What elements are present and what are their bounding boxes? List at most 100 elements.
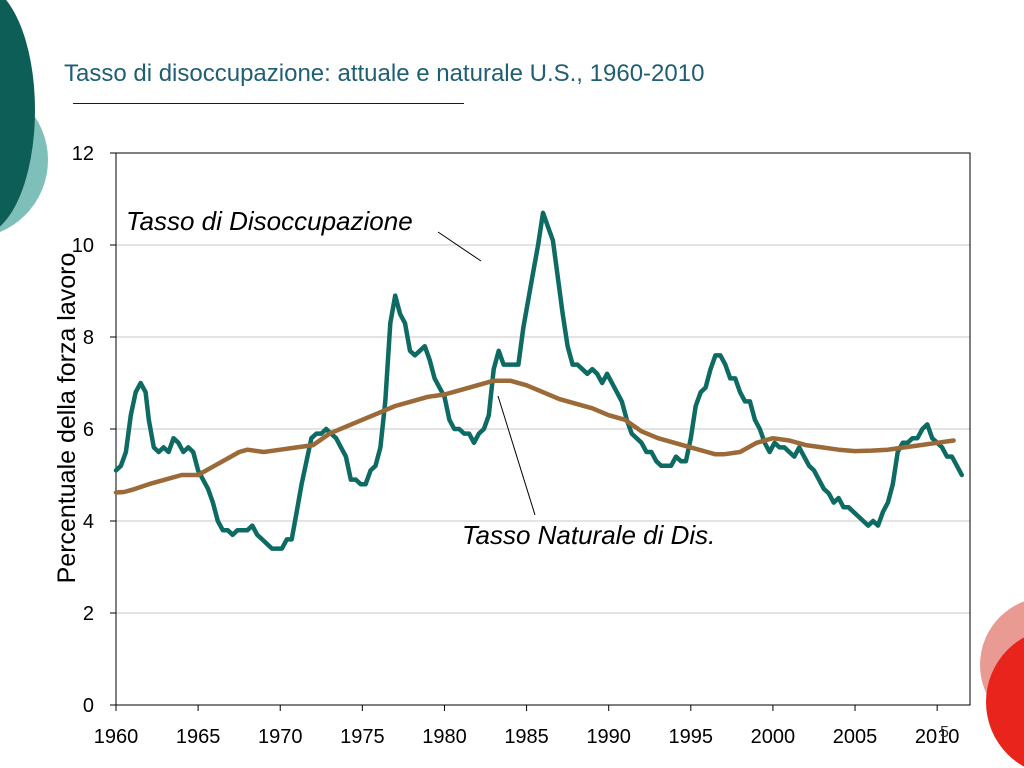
data-point [547, 225, 549, 228]
data-point [281, 547, 283, 550]
data-point [409, 350, 411, 352]
data-point [251, 524, 254, 527]
data-point [734, 377, 736, 380]
data-point [419, 350, 421, 352]
data-point [586, 373, 589, 375]
deco-dark-teal-ellipse [0, 0, 35, 227]
data-point [217, 520, 219, 522]
data-point [591, 368, 594, 371]
x-tick-label: 2010 [915, 726, 960, 748]
data-point [828, 492, 830, 495]
data-point [350, 478, 352, 481]
data-point [867, 524, 869, 527]
data-point [842, 506, 845, 509]
data-point [125, 451, 127, 453]
series-line-disoccupazione [113, 210, 965, 551]
data-point [558, 398, 561, 400]
data-point [222, 529, 224, 531]
data-point [606, 373, 608, 375]
x-tick-label: 2005 [833, 726, 878, 748]
data-point [532, 271, 534, 274]
data-point [177, 442, 180, 444]
data-point [340, 446, 342, 449]
data-point [571, 363, 574, 366]
data-point [854, 450, 856, 452]
data-point [404, 322, 406, 325]
data-point [236, 529, 239, 531]
data-point [276, 547, 278, 550]
data-point [645, 451, 648, 453]
data-point [389, 322, 392, 325]
data-point [463, 432, 466, 435]
data-point [823, 488, 825, 490]
data-point [290, 538, 293, 541]
data-point [611, 382, 613, 384]
data-point [271, 547, 273, 550]
data-point [744, 400, 746, 403]
data-point [793, 455, 796, 458]
slide-title: Tasso di disoccupazione: attuale e natur… [64, 60, 705, 87]
data-point [714, 453, 717, 456]
data-point [709, 368, 712, 371]
data-point [862, 520, 865, 522]
data-point [180, 474, 183, 476]
data-point [813, 469, 815, 472]
callout-leader-naturale [497, 395, 536, 516]
data-point [901, 442, 904, 444]
data-point [522, 327, 525, 329]
data-point [788, 439, 791, 442]
data-point [130, 414, 132, 417]
x-tick-label: 1970 [258, 726, 303, 748]
data-point [231, 534, 234, 536]
x-tick-label: 1965 [176, 726, 221, 748]
data-point [808, 465, 810, 467]
data-point [739, 391, 741, 394]
deco-red-circle [986, 637, 1024, 767]
data-point [525, 384, 528, 387]
data-point [673, 442, 676, 444]
data-point [312, 444, 314, 446]
data-point [509, 379, 512, 382]
data-point [832, 501, 835, 504]
data-point [837, 497, 840, 499]
data-point [783, 446, 786, 449]
data-point [581, 368, 584, 371]
data-point [305, 460, 308, 463]
data-point [144, 391, 147, 394]
data-point [650, 451, 653, 453]
data-point [164, 478, 167, 481]
data-point [172, 437, 175, 440]
y-tick-label: 8 [83, 327, 94, 349]
data-point [492, 368, 495, 371]
data-point [557, 276, 559, 279]
data-point [561, 313, 564, 315]
data-point [134, 391, 137, 394]
data-point [961, 474, 963, 476]
y-axis-label: Percentuale della forza lavoro [53, 253, 81, 584]
data-point [722, 453, 725, 456]
data-point [335, 437, 337, 440]
data-point [241, 529, 244, 531]
data-point [872, 520, 874, 522]
data-point [803, 455, 805, 458]
data-point [739, 451, 741, 453]
data-point [655, 460, 658, 463]
data-point [911, 437, 914, 440]
data-point [690, 446, 692, 449]
data-point [616, 391, 618, 394]
data-point [798, 446, 800, 449]
data-point [630, 432, 633, 435]
data-point [714, 354, 717, 357]
data-point [162, 446, 165, 449]
data-point [507, 363, 510, 366]
data-point [694, 405, 697, 407]
data-point [310, 437, 313, 440]
data-point [512, 363, 515, 366]
data-point [675, 455, 677, 458]
data-point [896, 451, 899, 453]
data-point [847, 506, 850, 509]
data-point [575, 402, 577, 405]
y-tick-label: 2 [83, 603, 94, 625]
data-point [460, 389, 462, 391]
